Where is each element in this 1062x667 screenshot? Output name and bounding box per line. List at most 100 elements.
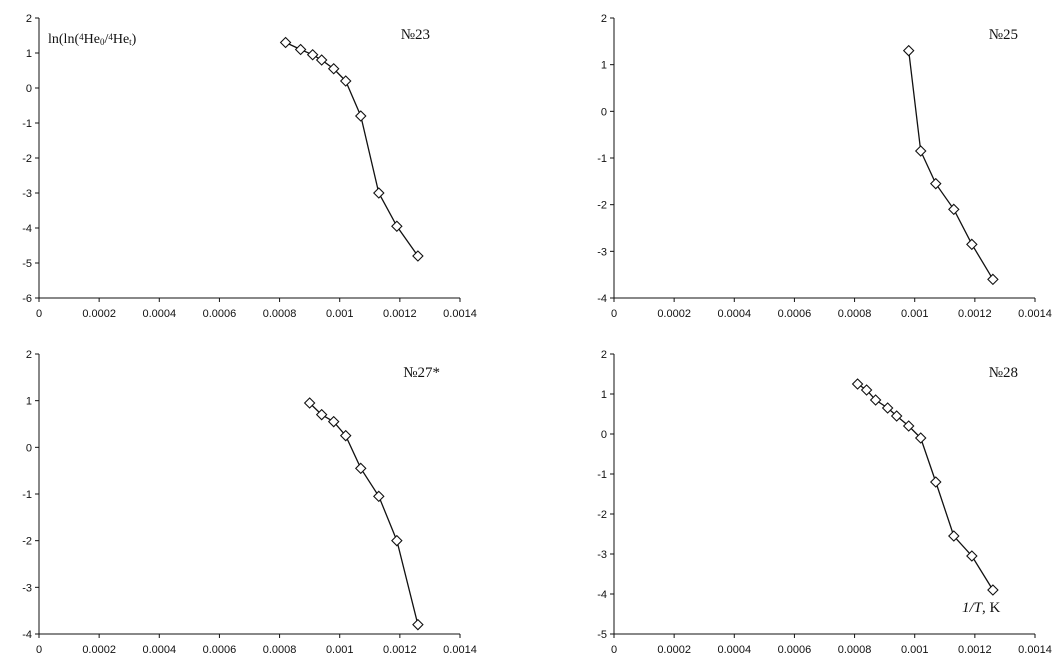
x-axis-label: 1/T, K: [962, 600, 1001, 616]
panel-27: 2 1 0 -1 -2 -3 -4 0 0.0002 0.0004 0.0006 0.0008 0.00…: [22, 349, 477, 656]
y-tick-label: -1: [597, 153, 607, 165]
y-tick-label: 1: [26, 396, 32, 408]
panel-title: №23: [401, 27, 430, 43]
data-point-diamond: [412, 250, 424, 262]
data-point-diamond: [339, 429, 352, 442]
data-point-diamond: [890, 410, 903, 422]
data-point-diamond: [869, 394, 882, 406]
series-line: [309, 402, 419, 625]
data-point-diamond: [391, 220, 403, 233]
x-tick-label: 0.0008: [838, 308, 872, 320]
y-tick-label: -3: [597, 246, 607, 258]
y-tick-label: -6: [22, 293, 32, 305]
y-axis-label-part: ln(ln(: [48, 32, 79, 47]
y-tick-label: -1: [22, 489, 32, 501]
x-tick-label: 0.0004: [142, 308, 176, 320]
x-tick-label: 0.0012: [383, 308, 417, 320]
data-point-diamond: [914, 432, 927, 444]
x-tick-label: 0: [36, 308, 42, 320]
x-tick-label: 0.0008: [263, 308, 297, 320]
y-tick-label: -5: [597, 629, 607, 641]
x-tick-label: 0: [36, 644, 42, 656]
y-tick-label: 0: [26, 83, 32, 95]
y-tick-label: -4: [597, 293, 607, 305]
x-axis-label-var: 1/T: [962, 600, 984, 616]
x-tick-label: 0.0012: [958, 644, 992, 656]
y-tick-label: -3: [22, 188, 32, 200]
x-tick-label: 0.0002: [82, 644, 116, 656]
y-tick-label: -2: [22, 153, 32, 165]
x-tick-label: 0.0004: [717, 308, 751, 320]
x-tick-label: 0.0002: [657, 308, 691, 320]
data-point-diamond: [294, 43, 307, 56]
y-axis-label-part: 4: [79, 32, 84, 42]
x-tick-label: 0.001: [326, 308, 354, 320]
data-point-diamond: [914, 145, 927, 157]
x-tick-label: 0.0012: [383, 644, 417, 656]
y-axis-label-part: /: [104, 32, 108, 47]
x-tick-label: 0.0004: [142, 644, 176, 656]
data-point-diamond: [306, 48, 319, 61]
x-tick-label: 0.0006: [778, 644, 812, 656]
y-tick-label: -2: [597, 509, 607, 521]
y-tick-label: 1: [601, 60, 607, 72]
y-axis-label-part: t: [129, 37, 132, 47]
data-point-diamond: [279, 36, 292, 49]
y-axis-label: ln(ln(4He0/4Het): [48, 32, 137, 47]
x-tick-label: 0.0006: [203, 644, 237, 656]
data-point-diamond: [902, 44, 915, 57]
x-tick-label: 0.0002: [657, 644, 691, 656]
y-tick-label: -1: [597, 469, 607, 481]
data-point-diamond: [987, 584, 999, 596]
data-point-diamond: [929, 476, 942, 488]
data-point-diamond: [881, 402, 894, 414]
y-tick-label: 1: [26, 48, 32, 60]
y-axis-label-part: He: [113, 32, 129, 47]
data-point-diamond: [303, 397, 316, 409]
data-point-diamond: [948, 203, 960, 216]
data-point-diamond: [373, 187, 385, 199]
x-tick-label: 0.001: [901, 644, 929, 656]
panel-title: №27*: [403, 365, 440, 381]
x-tick-label: 0.0006: [778, 308, 812, 320]
data-point-diamond: [391, 534, 403, 547]
x-tick-label: 0.001: [326, 644, 354, 656]
x-tick-label: 0.0004: [717, 644, 751, 656]
x-tick-label: 0.0012: [958, 308, 992, 320]
series-line: [908, 50, 994, 280]
x-tick-label: 0.0006: [203, 308, 237, 320]
data-point-diamond: [315, 54, 328, 66]
x-tick-label: 0.0008: [263, 644, 297, 656]
y-tick-label: 2: [601, 349, 607, 361]
y-tick-label: -1: [22, 118, 32, 130]
x-tick-label: 0.0008: [838, 644, 872, 656]
data-point-diamond: [327, 62, 340, 75]
data-point-diamond: [354, 110, 367, 122]
y-tick-label: -2: [22, 536, 32, 548]
data-point-diamond: [966, 238, 978, 251]
data-point-diamond: [354, 462, 367, 475]
y-tick-label: -2: [597, 200, 607, 212]
x-tick-label: 0.0002: [82, 308, 116, 320]
data-point-diamond: [929, 177, 942, 190]
y-tick-label: 2: [601, 13, 607, 25]
panel-23: 2 1 0 -1 -2 -3 -4 -5 -6 0 0.0002 0.0004 0.0006 0.0008…: [22, 13, 477, 320]
data-point-diamond: [987, 273, 999, 286]
y-tick-label: -4: [22, 629, 32, 641]
data-point-diamond: [339, 75, 352, 87]
x-tick-label: 0: [611, 644, 617, 656]
y-tick-label: 2: [26, 349, 32, 361]
y-axis-label-part: 0: [100, 37, 105, 47]
y-axis-label-part: ): [132, 32, 137, 47]
y-tick-label: 0: [26, 442, 32, 454]
data-point-diamond: [373, 490, 385, 503]
y-axis-label-part: 4: [108, 32, 113, 42]
x-axis-label-unit: , K: [982, 600, 1001, 616]
x-tick-label: 0.0014: [1018, 644, 1052, 656]
y-tick-label: -4: [597, 589, 607, 601]
data-point-diamond: [315, 408, 328, 421]
y-tick-label: 0: [601, 429, 607, 441]
x-tick-label: 0.001: [901, 308, 929, 320]
y-tick-label: -5: [22, 258, 32, 270]
